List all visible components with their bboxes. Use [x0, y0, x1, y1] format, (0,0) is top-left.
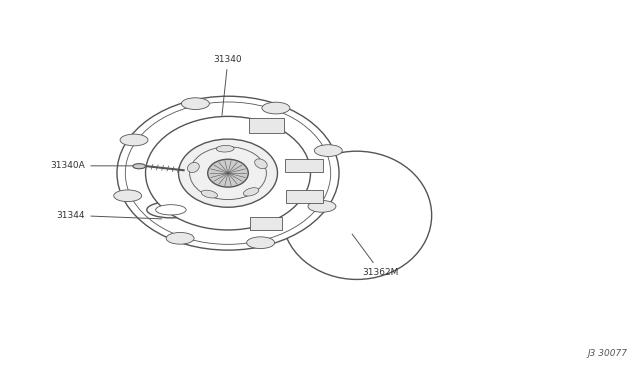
Ellipse shape	[208, 159, 248, 187]
Text: 31344: 31344	[57, 211, 162, 220]
Ellipse shape	[246, 237, 275, 248]
Ellipse shape	[255, 159, 267, 169]
Ellipse shape	[182, 98, 209, 109]
Polygon shape	[285, 190, 323, 203]
Ellipse shape	[120, 134, 148, 146]
Polygon shape	[250, 217, 282, 230]
Ellipse shape	[243, 187, 259, 196]
Ellipse shape	[133, 164, 145, 169]
Ellipse shape	[179, 139, 278, 207]
Ellipse shape	[282, 151, 431, 279]
Text: 31340A: 31340A	[51, 161, 143, 170]
Text: J3 30077: J3 30077	[588, 349, 628, 358]
Ellipse shape	[156, 205, 186, 215]
Ellipse shape	[216, 145, 234, 152]
Ellipse shape	[314, 145, 342, 157]
Ellipse shape	[201, 190, 218, 198]
Ellipse shape	[117, 96, 339, 250]
Ellipse shape	[188, 163, 199, 173]
Text: 31340: 31340	[214, 55, 243, 115]
Ellipse shape	[114, 190, 141, 202]
Ellipse shape	[147, 202, 195, 218]
Ellipse shape	[145, 116, 310, 230]
Polygon shape	[285, 158, 323, 173]
Ellipse shape	[262, 102, 290, 114]
Polygon shape	[248, 118, 284, 133]
Text: 31362M: 31362M	[352, 234, 399, 277]
Ellipse shape	[166, 232, 194, 244]
Ellipse shape	[308, 201, 336, 212]
